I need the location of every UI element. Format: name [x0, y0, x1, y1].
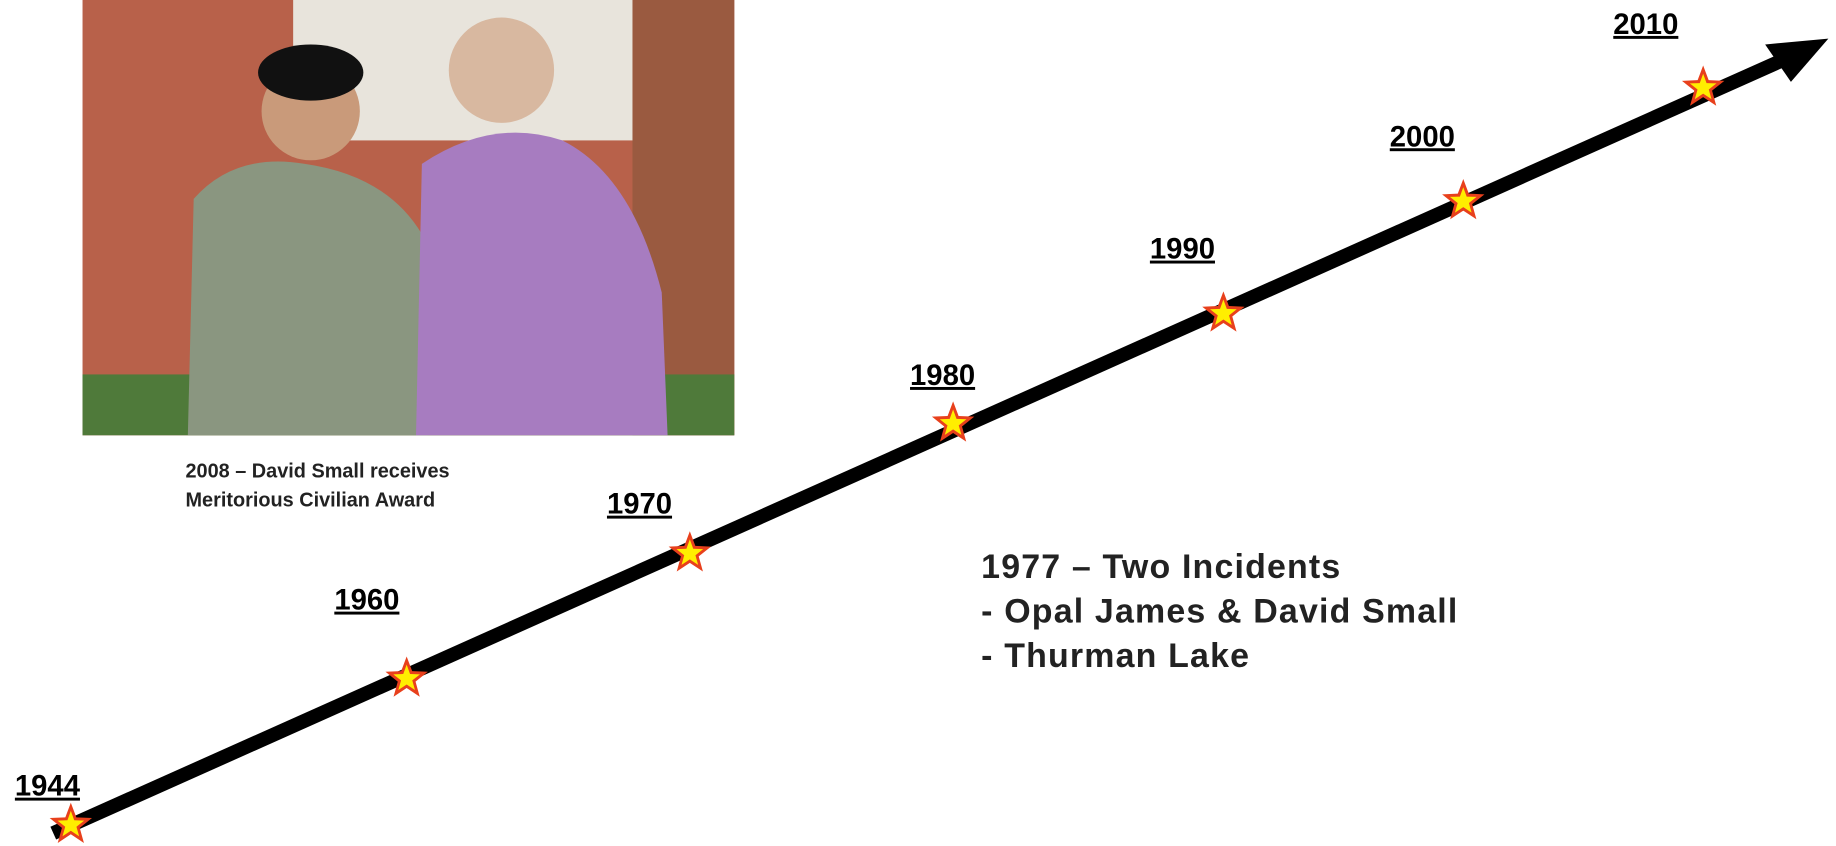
year-label: 2000 — [1390, 121, 1455, 153]
year-label: 1980 — [910, 360, 975, 392]
timeline-star-inner — [1210, 299, 1237, 325]
year-label: 1990 — [1150, 234, 1215, 266]
timeline-star-inner — [676, 539, 704, 565]
photo-beret — [258, 44, 364, 101]
year-label: 2010 — [1613, 9, 1678, 41]
timeline-star-inner — [393, 664, 420, 691]
timeline-arrow-shaft — [50, 47, 1800, 840]
year-label: 1970 — [607, 489, 672, 521]
incident-note: - Thurman Lake — [981, 637, 1250, 675]
photo-caption: 2008 – David Small receives — [186, 460, 450, 482]
photo — [82, 0, 735, 436]
timeline-star-inner — [939, 409, 967, 435]
photo-head-2 — [448, 17, 555, 123]
photo-person-2 — [416, 132, 668, 436]
incident-note: - Opal James & David Small — [981, 593, 1458, 631]
timeline-star-inner — [1689, 73, 1717, 100]
year-label: 1944 — [15, 771, 81, 803]
year-label: 1960 — [334, 585, 399, 617]
timeline-arrow-head — [1765, 38, 1829, 82]
timeline-star-inner — [1449, 187, 1477, 213]
photo-caption: Meritorious Civilian Award — [186, 490, 436, 512]
incident-note: 1977 – Two Incidents — [981, 548, 1341, 586]
timeline-star-inner — [57, 810, 85, 837]
photo-person-1 — [187, 161, 428, 436]
